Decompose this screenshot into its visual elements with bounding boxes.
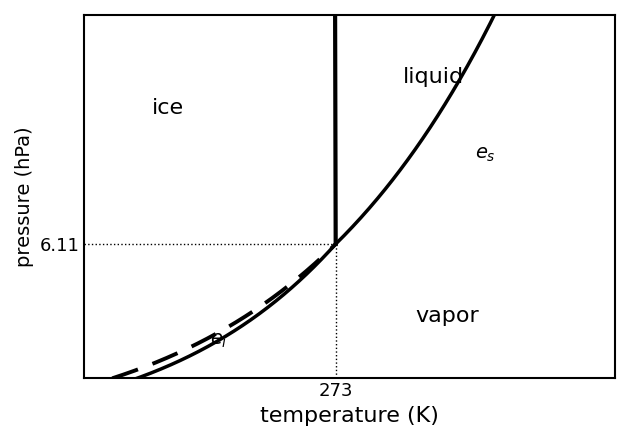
X-axis label: temperature (K): temperature (K) (260, 406, 439, 426)
Text: liquid: liquid (403, 67, 464, 87)
Text: $e_s$: $e_s$ (476, 145, 496, 164)
Text: $e_i$: $e_i$ (210, 331, 227, 350)
Y-axis label: pressure (hPa): pressure (hPa) (15, 126, 34, 267)
Text: ice: ice (152, 98, 184, 118)
Text: vapor: vapor (416, 306, 479, 325)
